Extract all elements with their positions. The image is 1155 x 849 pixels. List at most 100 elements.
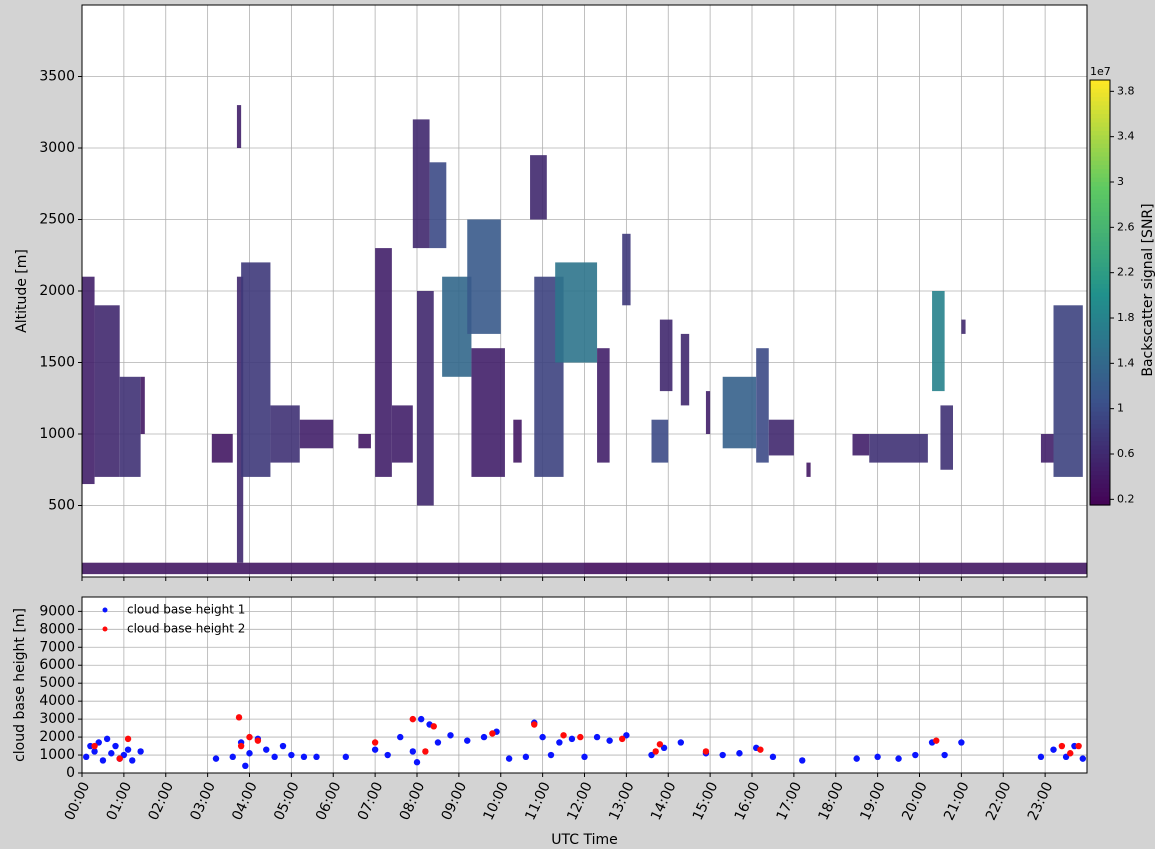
cloud-base-point — [736, 750, 742, 756]
cloud-base-point — [83, 754, 89, 760]
cloud-base-point — [560, 732, 566, 738]
backscatter-cell — [212, 434, 233, 463]
cloud-base-point — [548, 752, 554, 758]
y-tick-label: 2000 — [39, 283, 75, 299]
cloud-base-point — [271, 754, 277, 760]
cloud-base-point — [539, 734, 545, 740]
cloud-base-point — [288, 752, 294, 758]
cloud-base-point — [242, 763, 248, 769]
colorbar-segment — [1090, 186, 1110, 191]
cloud-base-point — [1067, 750, 1073, 756]
cloud-base-point — [531, 721, 537, 727]
y-axis-label: Altitude [m] — [14, 249, 30, 333]
cloud-base-point — [280, 743, 286, 749]
cloud-base-point — [263, 746, 269, 752]
cloud-base-point — [1059, 743, 1065, 749]
cloud-base-point — [116, 755, 122, 761]
colorbar-segment — [1090, 110, 1110, 115]
colorbar-segment — [1090, 174, 1110, 179]
cloud-base-point — [372, 746, 378, 752]
cloud-base-point — [489, 730, 495, 736]
backscatter-cell — [417, 291, 434, 506]
cloud-base-point — [129, 757, 135, 763]
colorbar-segment — [1090, 361, 1110, 366]
colorbar-segment — [1090, 467, 1110, 472]
cloud-base-point — [958, 739, 964, 745]
colorbar-segment — [1090, 416, 1110, 421]
colorbar-segment — [1090, 475, 1110, 480]
colorbar-segment — [1090, 250, 1110, 255]
backscatter-cell — [756, 348, 769, 462]
colorbar-segment — [1090, 305, 1110, 310]
colorbar-segment — [1090, 352, 1110, 357]
colorbar-segment — [1090, 216, 1110, 221]
colorbar-segment — [1090, 267, 1110, 272]
y-tick-label: 2500 — [39, 212, 75, 228]
colorbar-segment — [1090, 433, 1110, 438]
y-tick-label: 3000 — [39, 140, 75, 156]
colorbar-segment — [1090, 101, 1110, 106]
cloud-base-point — [108, 750, 114, 756]
colorbar-segment — [1090, 441, 1110, 446]
cloud-base-point — [719, 752, 725, 758]
legend-label: cloud base height 1 — [127, 603, 245, 617]
colorbar-segment — [1090, 420, 1110, 425]
backscatter-cell — [940, 405, 953, 469]
colorbar-segment — [1090, 471, 1110, 476]
colorbar-segment — [1090, 178, 1110, 183]
colorbar-tick-label: 1.8 — [1117, 311, 1135, 324]
colorbar-segment — [1090, 288, 1110, 293]
cloud-base-point — [853, 755, 859, 761]
cloud-base-point — [418, 716, 424, 722]
cloud-base-point — [410, 716, 416, 722]
backscatter-cell — [141, 377, 145, 434]
colorbar-segment — [1090, 373, 1110, 378]
y-tick-label: 7000 — [39, 639, 75, 655]
colorbar-tick-label: 3 — [1117, 175, 1124, 188]
cloud-base-point — [447, 732, 453, 738]
cloud-base-point — [246, 734, 252, 740]
colorbar-segment — [1090, 242, 1110, 247]
colorbar-segment — [1090, 497, 1110, 502]
backscatter-cell — [681, 334, 689, 406]
cloud-base-point — [1038, 754, 1044, 760]
backscatter-cell — [513, 420, 521, 463]
cloud-base-point — [125, 736, 131, 742]
colorbar-segment — [1090, 284, 1110, 289]
cloud-base-point — [435, 739, 441, 745]
cloud-base-point — [757, 746, 763, 752]
colorbar-segment — [1090, 89, 1110, 94]
backscatter-cell — [878, 563, 1087, 574]
colorbar-segment — [1090, 395, 1110, 400]
cloud-base-point — [941, 752, 947, 758]
y-tick-label: 0 — [66, 765, 75, 781]
colorbar-segment — [1090, 314, 1110, 319]
colorbar-segment — [1090, 220, 1110, 225]
colorbar-segment — [1090, 403, 1110, 408]
colorbar-segment — [1090, 412, 1110, 417]
colorbar-segment — [1090, 80, 1110, 85]
colorbar-segment — [1090, 386, 1110, 391]
cloud-base-point — [238, 743, 244, 749]
colorbar-segment — [1090, 424, 1110, 429]
cloud-base-point — [895, 755, 901, 761]
backscatter-cell — [723, 377, 757, 449]
cloud-base-point — [112, 743, 118, 749]
y-tick-label: 3500 — [39, 69, 75, 85]
colorbar-segment — [1090, 450, 1110, 455]
backscatter-cell — [932, 291, 945, 391]
backscatter-cell — [82, 563, 585, 574]
colorbar-tick-label: 2.6 — [1117, 220, 1135, 233]
backscatter-cell — [358, 434, 371, 448]
y-tick-label: 6000 — [39, 657, 75, 673]
backscatter-cell — [769, 420, 794, 456]
x-axis-label: UTC Time — [551, 832, 617, 848]
cloud-base-point — [703, 748, 709, 754]
cloud-base-point — [619, 736, 625, 742]
cloud-base-point — [422, 748, 428, 754]
colorbar-tick-label: 2.2 — [1117, 266, 1135, 279]
colorbar-tick-label: 1.4 — [1117, 356, 1135, 369]
colorbar-segment — [1090, 335, 1110, 340]
cloud-base-point — [137, 748, 143, 754]
cloud-base-point — [236, 714, 242, 720]
